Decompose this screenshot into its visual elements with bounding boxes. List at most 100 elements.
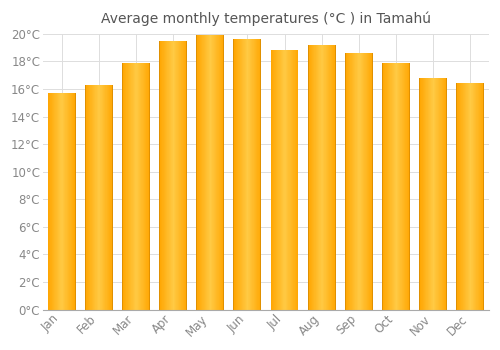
Bar [105, 85, 106, 310]
Bar [170, 41, 171, 310]
Bar [475, 83, 476, 310]
Bar [400, 63, 401, 310]
Bar [85, 85, 86, 310]
Bar [148, 63, 150, 310]
Bar [131, 63, 132, 310]
Bar [247, 39, 248, 310]
Bar [241, 39, 242, 310]
Bar [237, 39, 238, 310]
Bar [360, 53, 361, 310]
Bar [254, 39, 255, 310]
Bar [108, 85, 109, 310]
Bar [323, 45, 324, 310]
Bar [215, 35, 216, 310]
Bar [471, 83, 472, 310]
Bar [51, 93, 52, 310]
Bar [387, 63, 388, 310]
Bar [396, 63, 397, 310]
Bar [253, 39, 254, 310]
Bar [402, 63, 403, 310]
Bar [312, 45, 313, 310]
Bar [426, 78, 427, 310]
Bar [137, 63, 138, 310]
Bar [243, 39, 244, 310]
Bar [371, 53, 372, 310]
Bar [391, 63, 392, 310]
Bar [128, 63, 129, 310]
Bar [282, 50, 283, 310]
Bar [149, 63, 150, 310]
Bar [352, 53, 354, 310]
Bar [433, 78, 434, 310]
Bar [244, 39, 245, 310]
Bar [196, 35, 197, 310]
Bar [479, 83, 480, 310]
Bar [124, 63, 125, 310]
Bar [446, 78, 447, 310]
Bar [248, 39, 249, 310]
Bar [65, 93, 66, 310]
Bar [348, 53, 349, 310]
Bar [221, 35, 222, 310]
Bar [132, 63, 133, 310]
Bar [129, 63, 130, 310]
Bar [472, 83, 473, 310]
Bar [403, 63, 404, 310]
Bar [217, 35, 218, 310]
Bar [295, 50, 296, 310]
Bar [367, 53, 368, 310]
Bar [456, 83, 457, 310]
Bar [271, 50, 272, 310]
Bar [432, 78, 433, 310]
Bar [406, 63, 407, 310]
Bar [423, 78, 424, 310]
Bar [284, 50, 285, 310]
Bar [213, 35, 214, 310]
Bar [328, 45, 329, 310]
Bar [333, 45, 334, 310]
Bar [88, 85, 90, 310]
Bar [249, 39, 250, 310]
Bar [316, 45, 317, 310]
Bar [184, 41, 185, 310]
Bar [483, 83, 484, 310]
Bar [464, 83, 466, 310]
Bar [288, 50, 289, 310]
Bar [218, 35, 219, 310]
Bar [468, 83, 469, 310]
Bar [351, 53, 352, 310]
Bar [135, 63, 136, 310]
Bar [324, 45, 325, 310]
Bar [48, 93, 49, 310]
Bar [138, 63, 139, 310]
Bar [358, 53, 359, 310]
Bar [142, 63, 143, 310]
Bar [260, 39, 262, 310]
Title: Average monthly temperatures (°C ) in Tamahú: Average monthly temperatures (°C ) in Ta… [101, 11, 431, 26]
Bar [355, 53, 356, 310]
Bar [419, 78, 420, 310]
Bar [335, 45, 336, 310]
Bar [162, 41, 163, 310]
Bar [469, 83, 470, 310]
Bar [467, 83, 468, 310]
Bar [329, 45, 330, 310]
Bar [345, 53, 346, 310]
Bar [199, 35, 200, 310]
Bar [270, 50, 271, 310]
Bar [422, 78, 423, 310]
Bar [350, 53, 351, 310]
Bar [163, 41, 164, 310]
Bar [436, 78, 437, 310]
Bar [245, 39, 246, 310]
Bar [276, 50, 278, 310]
Bar [368, 53, 369, 310]
Bar [332, 45, 333, 310]
Bar [330, 45, 331, 310]
Bar [123, 63, 124, 310]
Bar [409, 63, 410, 310]
Bar [176, 41, 177, 310]
Bar [257, 39, 258, 310]
Bar [53, 93, 54, 310]
Bar [96, 85, 97, 310]
